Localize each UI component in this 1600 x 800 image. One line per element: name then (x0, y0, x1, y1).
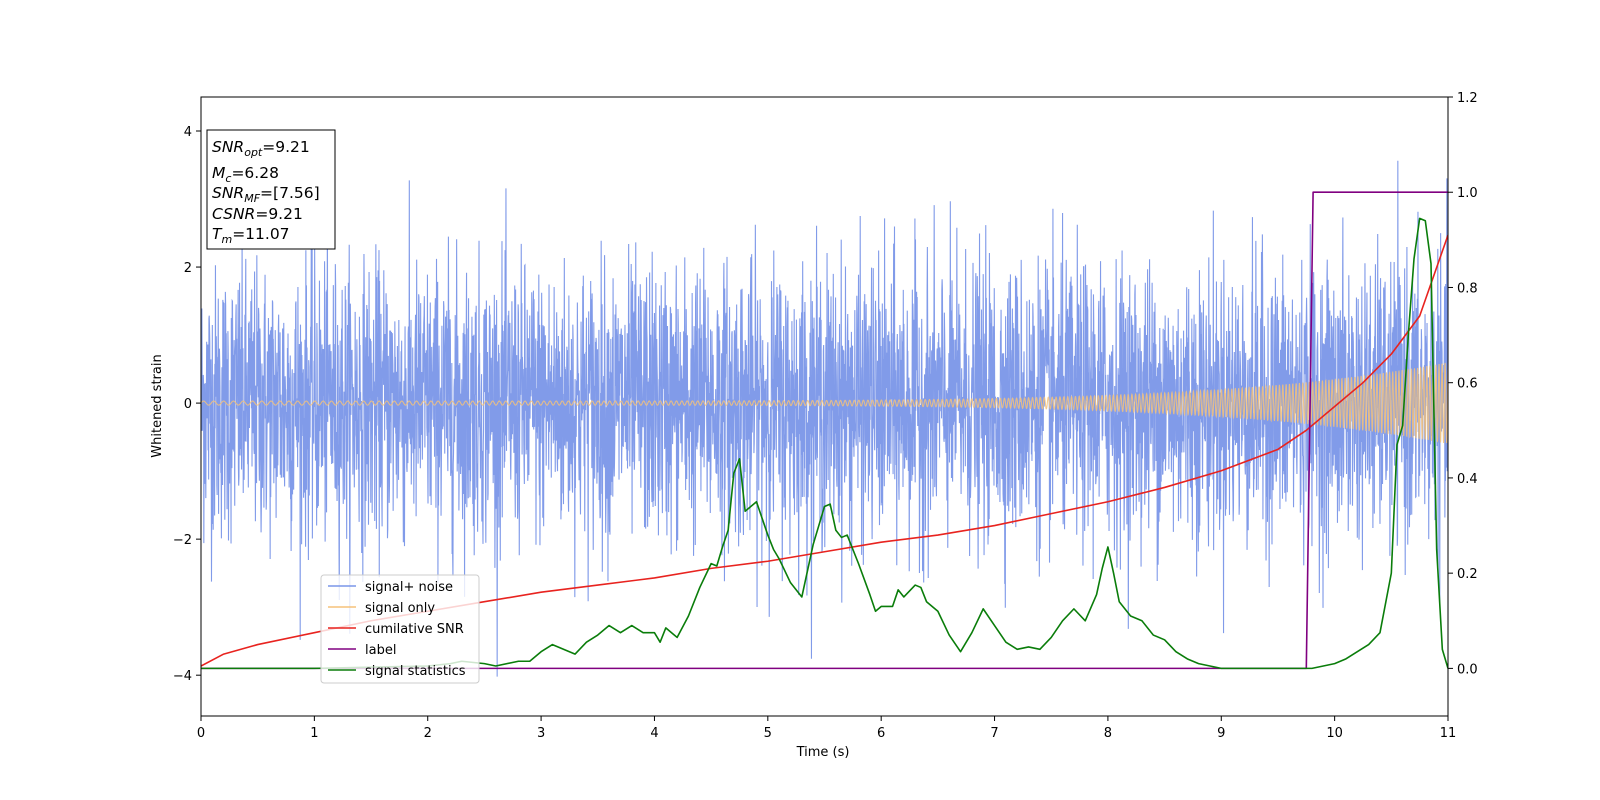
y-tick-label: 0 (184, 397, 192, 412)
legend-label: cumilative SNR (365, 622, 464, 637)
legend-item: signal only (328, 601, 435, 616)
series-label (201, 191, 1448, 670)
y-tick-label: 4 (184, 125, 192, 140)
y2-tick-label: 1.2 (1457, 91, 1478, 106)
series-signal-plus-noise (201, 160, 1448, 677)
annotation-snr-mf: SNRMF=[7.56] (212, 184, 320, 205)
legend-item: signal statistics (328, 664, 466, 679)
annotation-box: SNRopt=9.21 Mc=6.28 SNRMF=[7.56] CSNR=9.… (206, 129, 336, 250)
y-tick-label: −4 (173, 669, 192, 684)
signal-plus-noise-line (201, 160, 1448, 677)
y2-tick-label: 0.0 (1457, 662, 1478, 677)
y2-tick-label: 0.2 (1457, 567, 1478, 582)
x-tick-label: 9 (1217, 726, 1225, 741)
y-axis-label: Whitened strain (150, 354, 165, 457)
x-tick-label: 0 (197, 726, 205, 741)
annotation-csnr: CSNR=9.21 (212, 205, 303, 223)
annotation-frame (206, 129, 336, 250)
x-tick-label: 10 (1326, 726, 1343, 741)
annotation-mc: Mc=6.28 (212, 164, 279, 185)
legend: signal+ noise signal only cumilative SNR… (320, 574, 480, 684)
annotation-tm: Tm=11.07 (212, 225, 290, 246)
x-tick-label: 8 (1104, 726, 1112, 741)
legend-item: cumilative SNR (328, 622, 464, 637)
x-axis-label: Time (s) (796, 745, 850, 760)
legend-label: label (365, 643, 396, 658)
legend-frame (320, 574, 480, 684)
x-tick-label: 5 (764, 726, 772, 741)
x-tick-label: 3 (537, 726, 545, 741)
y-tick-label: −2 (173, 533, 192, 548)
legend-label: signal statistics (365, 664, 466, 679)
y-tick-label: 2 (184, 261, 192, 276)
y-axis-right: 0.0 0.2 0.4 0.6 0.8 1.0 1.2 (1448, 91, 1478, 677)
signal-only-line (201, 362, 1448, 444)
legend-label: signal+ noise (365, 580, 453, 595)
y2-tick-label: 0.8 (1457, 281, 1478, 296)
x-tick-label: 11 (1440, 726, 1457, 741)
x-tick-label: 1 (310, 726, 318, 741)
x-tick-label: 2 (424, 726, 432, 741)
series-signal-statistics (201, 217, 1448, 670)
legend-item: signal+ noise (328, 580, 453, 595)
annotation-snr-opt: SNRopt=9.21 (212, 138, 310, 159)
x-tick-label: 4 (650, 726, 658, 741)
stats-line (201, 217, 1448, 670)
x-tick-label: 7 (990, 726, 998, 741)
x-tick-label: 6 (877, 726, 885, 741)
y2-tick-label: 1.0 (1457, 186, 1478, 201)
plot-frame (200, 96, 1449, 717)
y2-tick-label: 0.4 (1457, 472, 1478, 487)
legend-label: signal only (365, 601, 435, 616)
legend-item: label (328, 643, 396, 658)
y2-tick-label: 0.6 (1457, 377, 1478, 392)
label-line (201, 191, 1448, 670)
series-signal-only (201, 362, 1448, 444)
x-axis: 0 1 2 3 4 5 6 7 8 9 10 11 (197, 716, 1456, 741)
y-axis-left: −4 −2 0 2 4 (173, 125, 201, 684)
